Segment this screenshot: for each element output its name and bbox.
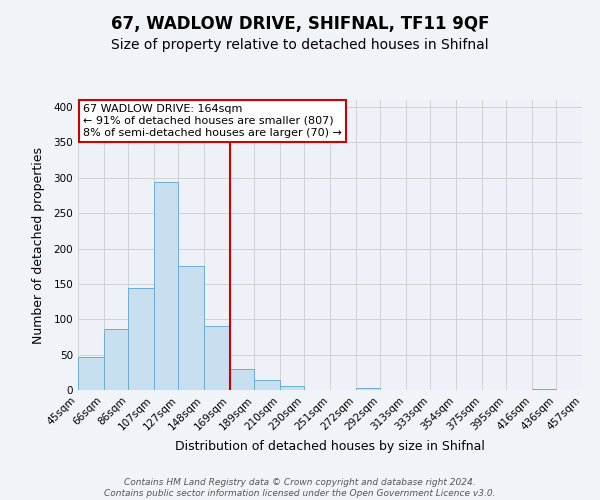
- Text: Size of property relative to detached houses in Shifnal: Size of property relative to detached ho…: [111, 38, 489, 52]
- Bar: [204, 326, 230, 390]
- Bar: [178, 266, 204, 390]
- Bar: [532, 388, 556, 390]
- Bar: [154, 182, 178, 390]
- Y-axis label: Number of detached properties: Number of detached properties: [32, 146, 45, 344]
- Bar: [104, 329, 128, 390]
- Bar: [254, 380, 280, 390]
- Text: Contains HM Land Registry data © Crown copyright and database right 2024.
Contai: Contains HM Land Registry data © Crown c…: [104, 478, 496, 498]
- Bar: [356, 388, 380, 390]
- Text: 67 WADLOW DRIVE: 164sqm
← 91% of detached houses are smaller (807)
8% of semi-de: 67 WADLOW DRIVE: 164sqm ← 91% of detache…: [83, 104, 342, 138]
- Bar: [128, 288, 154, 390]
- X-axis label: Distribution of detached houses by size in Shifnal: Distribution of detached houses by size …: [175, 440, 485, 453]
- Bar: [280, 386, 304, 390]
- Bar: [78, 357, 104, 390]
- Text: 67, WADLOW DRIVE, SHIFNAL, TF11 9QF: 67, WADLOW DRIVE, SHIFNAL, TF11 9QF: [111, 15, 489, 33]
- Bar: [230, 369, 254, 390]
